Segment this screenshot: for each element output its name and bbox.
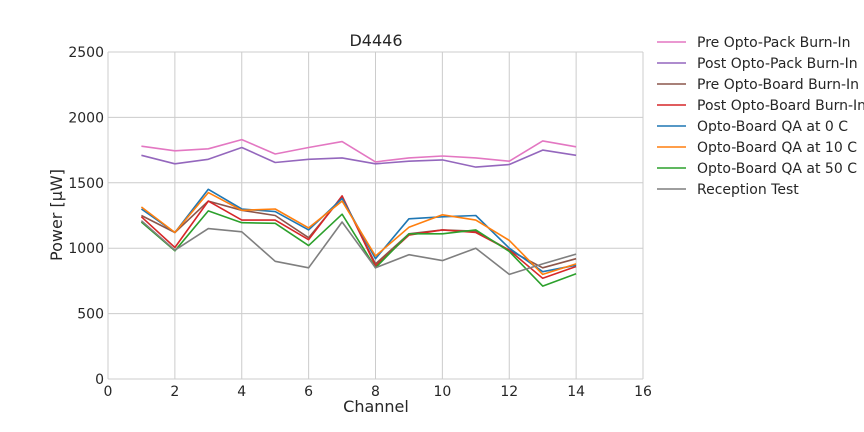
legend-label: Post Opto-Pack Burn-In (697, 56, 858, 72)
y-tick-label: 1500 (68, 176, 104, 192)
x-tick-label: 14 (567, 384, 585, 400)
series-line-6 (140, 191, 577, 276)
x-tick-label: 2 (170, 384, 179, 400)
y-axis-title: Power [μW] (47, 169, 66, 261)
legend: Pre Opto-Pack Burn-In Post Opto-Pack Burn… (657, 35, 864, 198)
series-line-8 (140, 220, 577, 276)
y-tick-label: 2500 (68, 45, 104, 61)
x-tick-label: 16 (634, 384, 652, 400)
x-axis-title: Channel (343, 397, 409, 416)
x-tick-label: 0 (104, 384, 113, 400)
series-lines (140, 138, 577, 287)
x-tick-label: 4 (237, 384, 246, 400)
x-tick-label: 6 (304, 384, 313, 400)
x-tick-label: 8 (371, 384, 380, 400)
series-line-4 (140, 195, 577, 280)
y-tick-label: 0 (95, 372, 104, 388)
y-tick-label: 1000 (68, 241, 104, 257)
legend-label: Pre Opto-Pack Burn-In (697, 35, 851, 51)
series-line-1 (141, 138, 577, 163)
legend-label: Opto-Board QA at 0 C (697, 119, 848, 135)
y-tick-label: 500 (77, 307, 104, 323)
x-tick-label: 12 (500, 384, 518, 400)
legend-label: Post Opto-Board Burn-In (697, 98, 864, 114)
x-axis-ticks: 0 2 4 6 8 10 12 14 16 (104, 384, 652, 400)
series-line-2 (141, 146, 577, 168)
y-tick-label: 2000 (68, 110, 104, 126)
y-axis-ticks: 0 500 1000 1500 2000 2500 (68, 45, 104, 388)
legend-label: Reception Test (697, 182, 799, 198)
legend-label: Opto-Board QA at 50 C (697, 161, 857, 177)
legend-label: Pre Opto-Board Burn-In (697, 77, 859, 93)
x-tick-label: 10 (433, 384, 451, 400)
chart-title: D4446 (349, 31, 402, 50)
series-line-7 (140, 210, 577, 287)
legend-label: Opto-Board QA at 10 C (697, 140, 857, 156)
